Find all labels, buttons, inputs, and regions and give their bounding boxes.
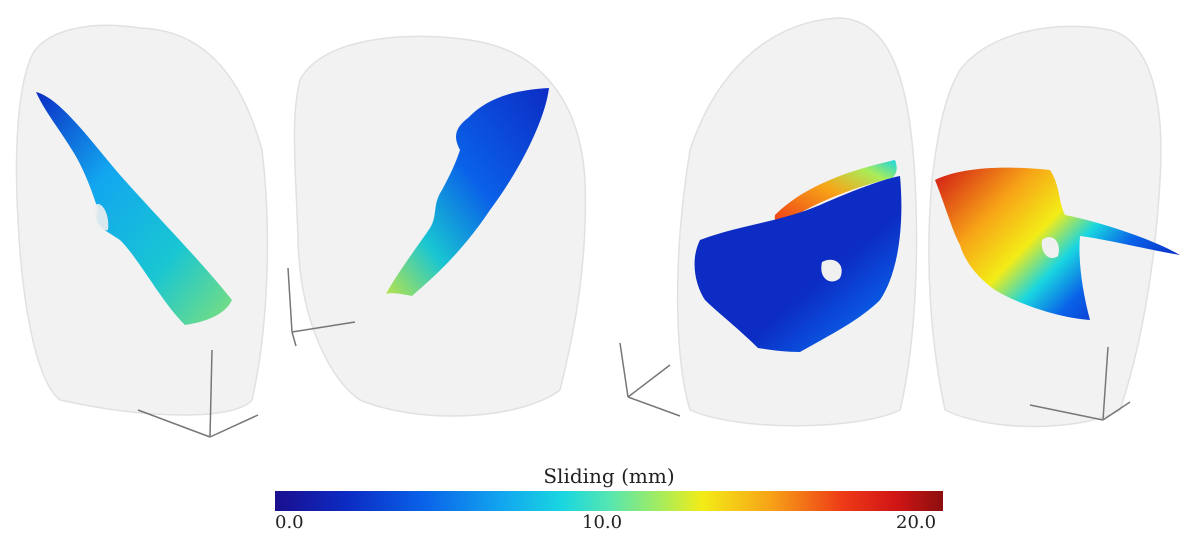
colorbar-tick-mid: 10.0: [582, 512, 623, 533]
colorbar-title: Sliding (mm): [543, 464, 675, 488]
fissure-surface-lower: [694, 176, 902, 352]
colorbar-tick-max: 20.0: [896, 512, 937, 533]
axes-triad: [287, 267, 356, 347]
axes-triad: [619, 342, 681, 417]
fissure-gap: [94, 204, 109, 231]
lung-view-1: [15, 24, 269, 438]
fissure-surface: [36, 92, 232, 325]
lung-view-3: [619, 17, 918, 427]
colorbar: [275, 491, 943, 511]
fissure-surface: [386, 88, 549, 296]
fissure-gap: [1041, 237, 1059, 259]
fissure-surface-upper: [774, 160, 897, 225]
axes-triad: [137, 349, 259, 438]
fissure-gap: [821, 259, 842, 282]
axes-triad: [1029, 346, 1131, 421]
colorbar-tick-min: 0.0: [275, 512, 304, 533]
lung-view-4: [928, 25, 1180, 428]
lung-view-2: [287, 35, 587, 417]
